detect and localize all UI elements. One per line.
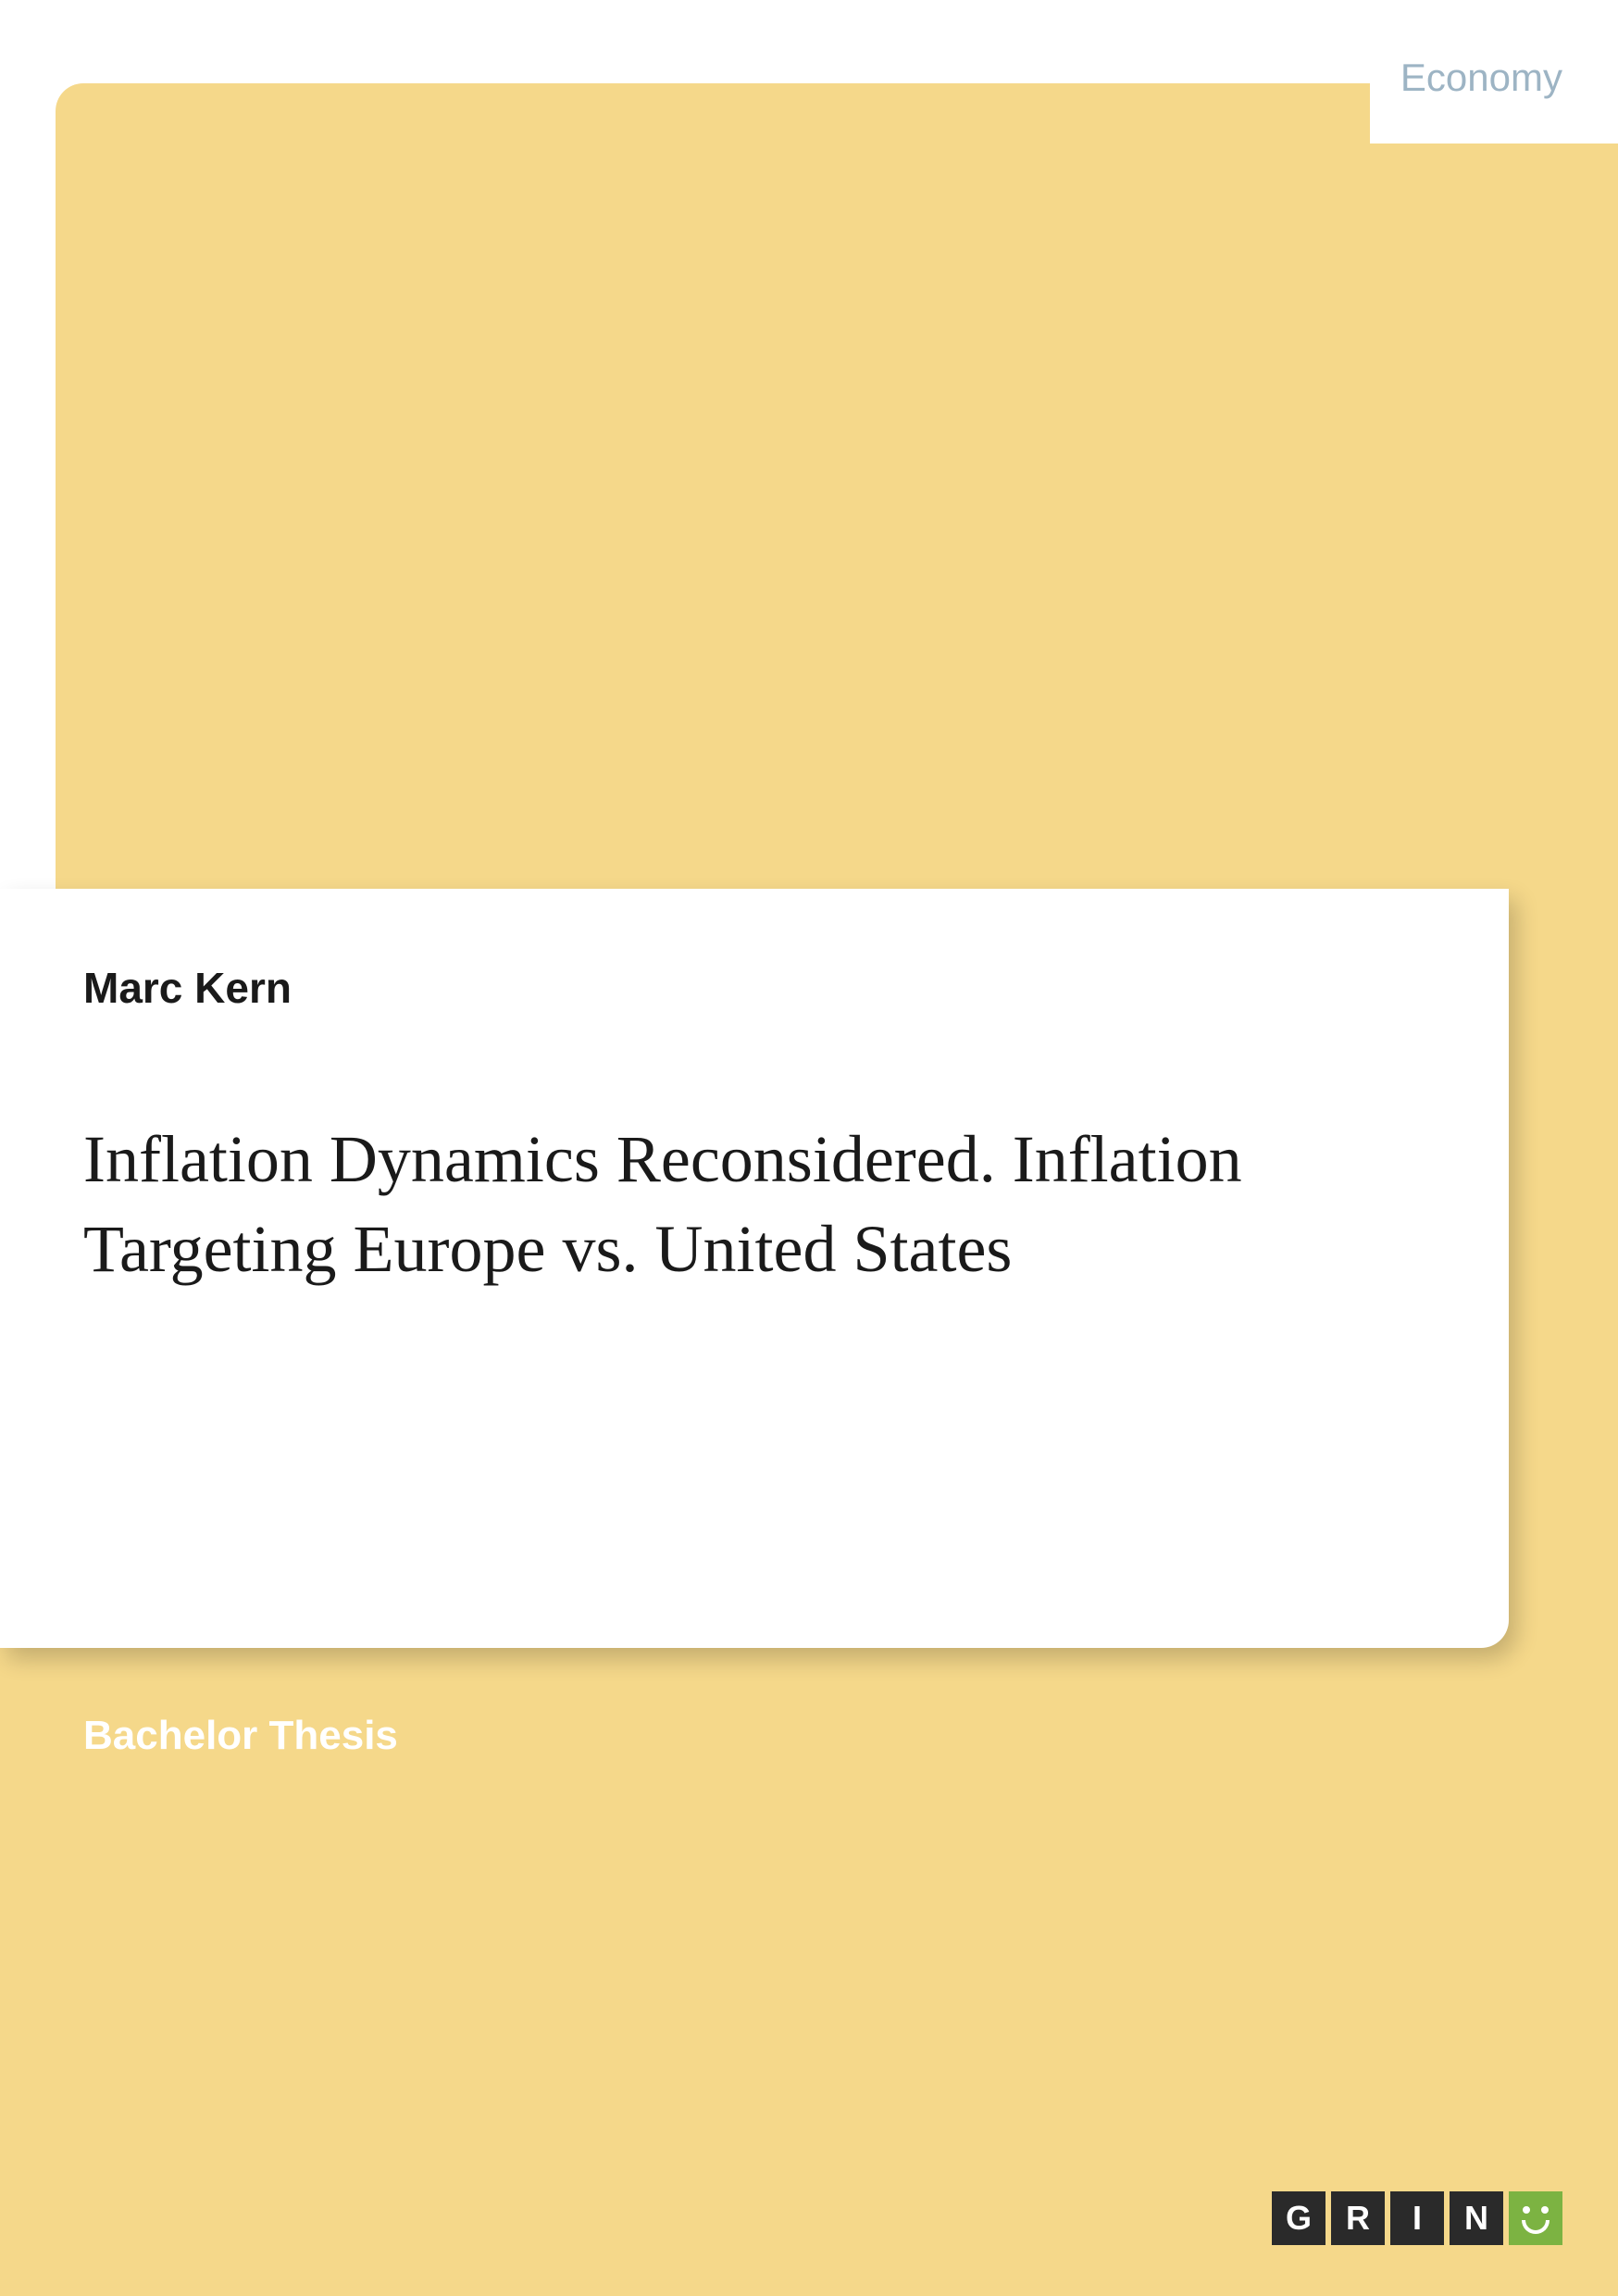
logo-letter-i: I [1390,2191,1444,2245]
background-yellow-top [56,83,1370,889]
category-label: Economy [1400,56,1562,100]
logo-letter-n: N [1450,2191,1503,2245]
author-name: Marc Kern [83,963,1425,1013]
background-yellow-top-right [1361,144,1618,889]
publisher-logo: G R I N [1272,2191,1562,2245]
title-card: Marc Kern Inflation Dynamics Reconsidere… [0,889,1509,1648]
document-subtitle: Bachelor Thesis [83,1713,398,1759]
document-title: Inflation Dynamics Reconsidered. Inflati… [83,1115,1425,1294]
logo-letter-r: R [1331,2191,1385,2245]
logo-letter-g: G [1272,2191,1326,2245]
logo-smiley-icon [1509,2191,1562,2245]
